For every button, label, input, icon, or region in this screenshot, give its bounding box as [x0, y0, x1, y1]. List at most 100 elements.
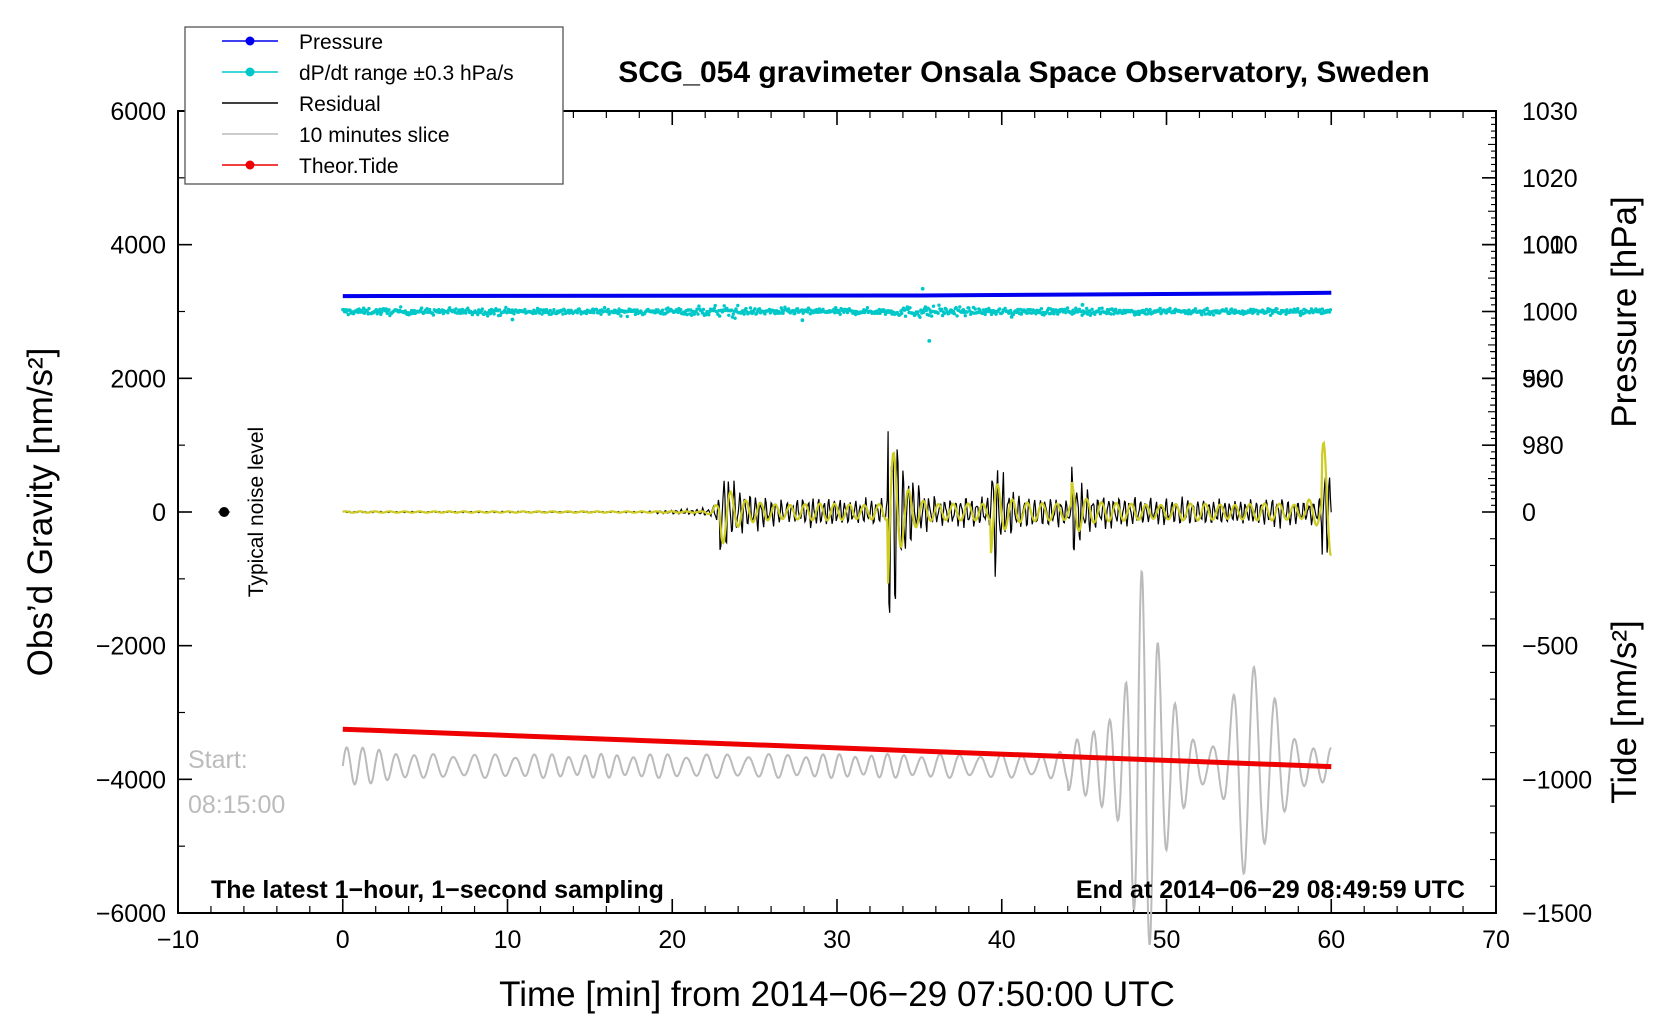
dpdt-point — [930, 314, 934, 318]
dpdt-point — [1298, 313, 1303, 318]
dpdt-point — [1273, 309, 1277, 314]
dpdt-point — [617, 307, 621, 311]
dpdt-point — [346, 312, 350, 317]
dpdt-point — [753, 307, 757, 311]
dpdt-point — [976, 310, 980, 315]
start-label: Start: — [188, 746, 248, 774]
x-tick-label: 20 — [658, 926, 686, 954]
dpdt-point — [1009, 314, 1014, 319]
dpdt-point — [918, 315, 922, 319]
dpdt-point — [927, 313, 931, 317]
x-tick-label: 60 — [1317, 926, 1345, 954]
dpdt-point — [1025, 311, 1029, 315]
dpdt-point — [697, 304, 701, 308]
dpdt-point — [1328, 308, 1333, 312]
dpdt-point — [763, 312, 767, 316]
dpdt-point — [387, 308, 391, 312]
legend: Pressure dP/dt range ±0.3 hPa/s Residual 10… — [184, 26, 564, 185]
dpdt-point — [1064, 310, 1068, 315]
dpdt-point — [362, 311, 367, 315]
dpdt-point — [602, 305, 607, 310]
dpdt-point — [954, 306, 958, 310]
dpdt-point — [800, 318, 805, 323]
dpdt-point — [1148, 307, 1152, 312]
dpdt-point — [736, 303, 740, 308]
dpdt-point — [492, 312, 496, 316]
dpdt-point — [632, 308, 637, 312]
dpdt-point — [982, 310, 986, 314]
dpdt-point — [1097, 306, 1102, 311]
dpdt-point — [1100, 306, 1104, 310]
dpdt-point — [552, 308, 556, 312]
legend-label: Residual — [299, 93, 381, 116]
x-tick-label: −10 — [157, 926, 199, 954]
dpdt-point — [1193, 307, 1198, 311]
dpdt-point — [924, 308, 928, 313]
dpdt-point — [1296, 307, 1300, 311]
dpdt-point — [425, 307, 429, 311]
dpdt-point — [446, 311, 450, 315]
dpdt-point — [727, 313, 731, 317]
dpdt-point — [733, 316, 737, 320]
dpdt-point — [1105, 307, 1110, 312]
dpdt-point — [1003, 306, 1007, 311]
dpdt-point — [606, 307, 610, 312]
dpdt-point — [900, 311, 904, 315]
dpdt-point — [1187, 308, 1191, 312]
dpdt-point — [908, 306, 912, 310]
dpdt-point — [815, 308, 819, 312]
dpdt-point — [729, 308, 734, 312]
dpdt-point — [967, 306, 971, 310]
dpdt-point — [1028, 308, 1033, 312]
dpdt-point — [575, 311, 580, 315]
tide-line — [342, 726, 1332, 770]
dpdt-point — [955, 314, 959, 318]
dpdt-point — [548, 308, 552, 313]
dpdt-point — [365, 309, 369, 313]
dpdt-point — [1008, 308, 1013, 313]
dpdt-point — [833, 311, 837, 315]
slice-line — [341, 569, 1332, 946]
dpdt-point — [537, 311, 542, 315]
dpdt-point — [732, 309, 736, 313]
dpdt-point — [961, 308, 966, 312]
dpdt-point — [1080, 302, 1085, 307]
series-10min-slice — [341, 569, 1332, 946]
noise-level-marker — [218, 507, 231, 517]
dpdt-point — [744, 306, 748, 311]
dpdt-point — [701, 307, 706, 312]
end-time-note: End at 2014−06−29 08:49:59 UTC — [1076, 876, 1465, 904]
dpdt-point — [1211, 313, 1216, 317]
dpdt-point — [1085, 306, 1089, 311]
left-axis-ticks: 6000 4000 2000 0 −2000 −4000 −6000 — [96, 98, 192, 928]
dpdt-point — [1157, 309, 1161, 313]
dpdt-point — [1090, 307, 1094, 311]
dpdt-point — [448, 306, 452, 310]
dpdt-point — [713, 303, 717, 308]
dpdt-point — [1275, 307, 1279, 311]
left-tick-label: 6000 — [110, 98, 166, 126]
x-tick-label: 40 — [988, 926, 1016, 954]
dpdt-point — [998, 307, 1002, 311]
dpdt-point — [781, 311, 785, 315]
dpdt-point — [696, 312, 700, 316]
dpdt-point — [510, 317, 515, 322]
pressure-tick-label: 1000 — [1522, 299, 1578, 327]
dpdt-point — [1168, 306, 1172, 311]
dpdt-point — [378, 307, 382, 311]
dpdt-point — [592, 311, 596, 315]
dpdt-point — [786, 307, 791, 311]
dpdt-point — [921, 310, 926, 314]
dpdt-point — [730, 315, 735, 319]
y-axis-label-pressure: Pressure [hPa] — [1605, 196, 1644, 428]
dpdt-point — [1200, 313, 1204, 317]
legend-label: 10 minutes slice — [299, 124, 450, 147]
dpdt-point — [1112, 312, 1116, 316]
tide-tick-label: 1000 — [1522, 232, 1578, 260]
dpdt-point — [731, 312, 735, 316]
dpdt-point — [512, 312, 516, 316]
series-theor-tide — [342, 726, 1332, 770]
sampling-note: The latest 1−hour, 1−second sampling — [211, 876, 664, 904]
dpdt-point — [464, 311, 468, 315]
dpdt-point — [1109, 312, 1113, 316]
